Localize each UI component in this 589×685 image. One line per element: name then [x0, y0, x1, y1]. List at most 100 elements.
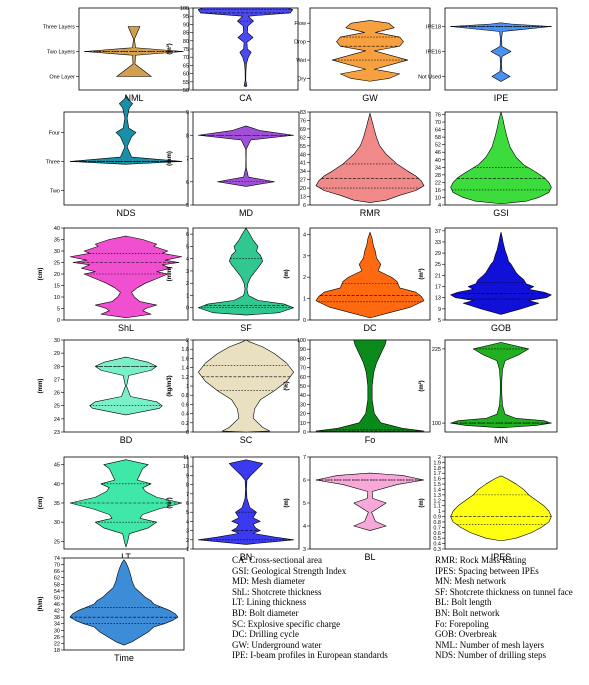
violin-gsi: [450, 111, 552, 205]
tick-label: 5: [186, 203, 189, 209]
tick-label: 100: [297, 338, 306, 344]
tick-label: 37: [435, 229, 441, 235]
tick-label: 0.5: [433, 536, 441, 542]
x-axis-label: BD: [120, 435, 133, 445]
violin-mn: [450, 342, 552, 429]
tick-label: 65: [183, 63, 189, 69]
tick-label: 21: [435, 273, 441, 279]
legend-column-2: RMR: Rock Mass Rating IPES: Spacing betw…: [435, 555, 585, 661]
tick-label: 3: [186, 529, 189, 535]
tick-label: 95: [183, 14, 189, 20]
tick-label: 80: [300, 356, 306, 362]
tick-label: 28: [54, 364, 60, 370]
tick-label: IPE18: [426, 25, 441, 31]
tick-label: 30: [54, 249, 60, 255]
x-axis-label: SC: [240, 435, 253, 445]
tick-label: 4: [303, 524, 306, 530]
panel-nml: One Layer Two Layers Three Layers NML: [43, 7, 190, 103]
tick-label: 27: [300, 178, 306, 184]
tick-label: 7: [186, 492, 189, 498]
tick-label: 24: [54, 417, 60, 423]
tick-label: 54: [54, 589, 60, 595]
tick-label: 0: [186, 306, 189, 312]
tick-label: 0: [186, 430, 189, 436]
tick-label: 0.4: [433, 542, 441, 548]
y-axis-label: (mm): [167, 151, 173, 166]
tick-label: 40: [54, 482, 60, 488]
tick-label: One Layer: [49, 75, 75, 81]
x-axis-label: IPES: [491, 552, 512, 562]
tick-label: 42: [54, 609, 60, 615]
tick-label: 2: [186, 538, 189, 544]
y-axis-label: (cm): [38, 497, 44, 510]
tick-label: 22: [54, 641, 60, 647]
tick-label: 6: [186, 501, 189, 507]
tick-label: 1.7: [433, 471, 441, 477]
panel-bd: 23 24 25 26 27 28 29 30 (mm) BD: [38, 338, 189, 445]
tick-label: 46: [435, 150, 441, 156]
y-axis-label: (m²): [418, 380, 425, 391]
tick-label: 20: [300, 186, 306, 192]
violin-dc: [315, 231, 425, 319]
tick-label: 225: [432, 347, 441, 353]
tick-label: 1.8: [181, 347, 189, 353]
tick-label: 62: [300, 135, 306, 141]
tick-label: 60: [300, 375, 306, 381]
tick-label: 2: [303, 275, 306, 281]
violin-sc: [198, 339, 294, 433]
legend-entry: NML: Number of mesh layers: [435, 639, 544, 650]
tick-label: 40: [300, 393, 306, 399]
violin-bd: [89, 356, 163, 416]
y-axis-label: (m): [284, 269, 290, 278]
tick-label: 34: [54, 622, 60, 628]
tick-label: 2: [438, 455, 441, 461]
x-axis-label: MD: [239, 208, 253, 218]
tick-label: Dry: [297, 76, 306, 82]
tick-label: 8: [186, 133, 189, 139]
tick-label: 1.4: [181, 366, 189, 372]
tick-label: 1: [438, 509, 441, 515]
tick-label: 6: [186, 232, 189, 238]
tick-label: 1.4: [433, 487, 441, 493]
tick-label: 70: [300, 366, 306, 372]
legend-entry: BN: Bolt network: [435, 607, 500, 618]
tick-label: 6: [303, 478, 306, 484]
tick-label: 35: [54, 238, 60, 244]
panel-fo: 0 10 20 30 40 50 60 70 80 90 100 (%) Fo: [284, 338, 431, 445]
tick-label: 5: [57, 307, 60, 313]
y-axis-label: (m³): [418, 268, 425, 279]
tick-label: 46: [54, 602, 60, 608]
legend-entry: LT: Lining thickness: [232, 597, 307, 608]
x-axis-label: GSI: [493, 208, 509, 218]
tick-label: 18: [54, 648, 60, 654]
tick-label: 0: [57, 318, 60, 324]
panel-sc: 0 0.2 0.4 0.6 0.8 1 1.2 1.4 1.6 1.8 2 (kg/m3) SC: [167, 338, 300, 445]
tick-label: 10: [54, 295, 60, 301]
tick-label: 10: [183, 464, 189, 470]
tick-label: 100: [432, 421, 441, 427]
tick-label: 50: [300, 384, 306, 390]
tick-label: 0.4: [181, 412, 189, 418]
violin-gob: [450, 231, 552, 315]
tick-label: 0.8: [433, 520, 441, 526]
tick-label: 30: [54, 520, 60, 526]
tick-label: 85: [183, 31, 189, 37]
panel-ca: 50 55 60 65 70 75 80 85 90 95 100 (m²) CA: [166, 6, 299, 103]
tick-label: 26: [54, 635, 60, 641]
legend-entry: BL: Bolt length: [435, 597, 492, 608]
violin-ipe: [450, 22, 552, 82]
y-axis-label: (%): [284, 381, 290, 390]
panel-bn: 1 2 3 4 5 6 7 8 9 10 11 (m³) BN: [166, 455, 300, 562]
tick-label: 25: [54, 404, 60, 410]
tick-label: 74: [54, 556, 60, 562]
x-axis-label: NML: [124, 93, 143, 103]
tick-label: 3: [186, 269, 189, 275]
tick-label: 23: [54, 430, 60, 436]
legend-entry: RMR: Rock Mass Rating: [435, 555, 527, 565]
tick-label: 2: [186, 338, 189, 344]
tick-label: 26: [54, 391, 60, 397]
